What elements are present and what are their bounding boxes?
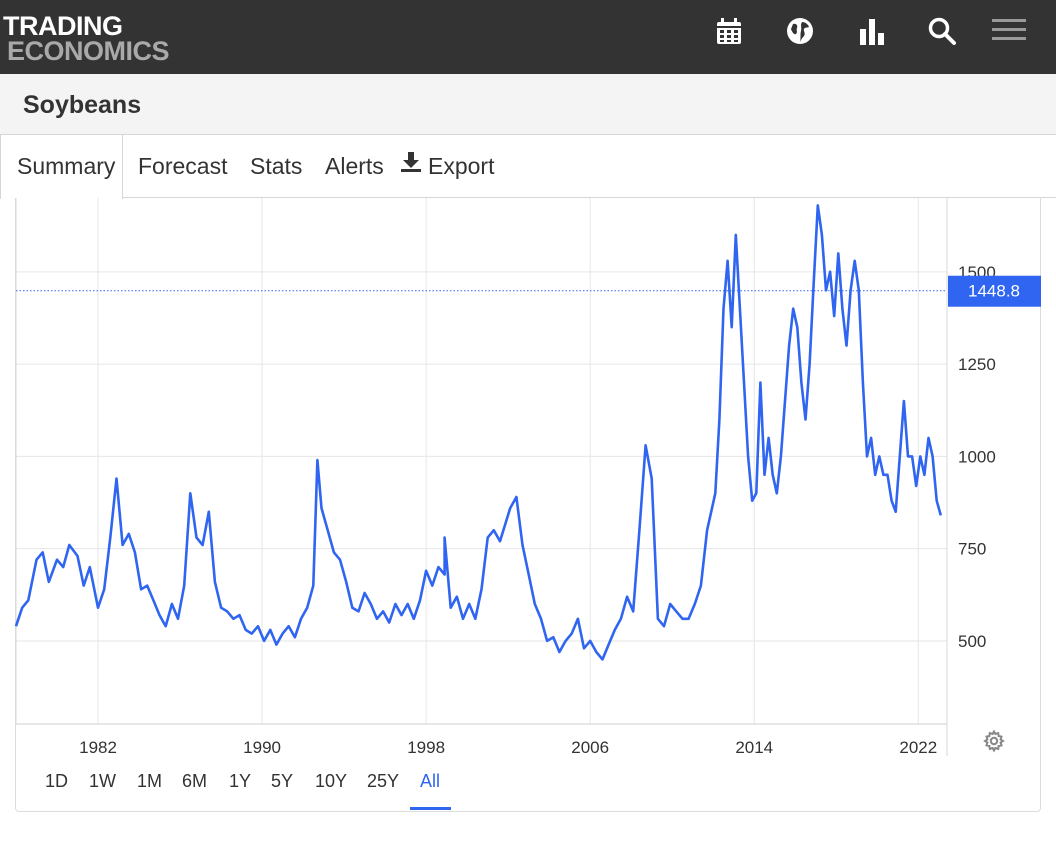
title-bar: Soybeans: [0, 74, 1056, 134]
settings-gear-icon[interactable]: [982, 729, 1006, 753]
search-icon[interactable]: [927, 16, 957, 46]
tab-stats[interactable]: Stats: [250, 153, 303, 179]
top-header: TRADING ECONOMICS: [0, 0, 1056, 74]
y-tick-label: 750: [958, 540, 986, 559]
tab-alerts[interactable]: Alerts: [325, 153, 384, 179]
x-tick-label: 1990: [243, 738, 281, 757]
page-title: Soybeans: [23, 91, 142, 119]
range-button-1m[interactable]: 1M: [137, 771, 163, 791]
bar-chart-icon[interactable]: [857, 16, 887, 46]
range-button-10y[interactable]: 10Y: [315, 771, 348, 791]
x-tick-label: 1998: [407, 738, 445, 757]
price-chart[interactable]: 1982 1990 1998 2006 2014 2022 500 750 1000 1250 1…: [0, 198, 1056, 768]
chart-grid: [15, 198, 948, 756]
calendar-icon[interactable]: [714, 16, 744, 46]
y-tick-label: 500: [958, 632, 986, 651]
download-icon: [400, 134, 422, 196]
range-button-1w[interactable]: 1W: [89, 771, 116, 791]
range-button-all[interactable]: All: [420, 771, 441, 791]
range-button-25y[interactable]: 25Y: [367, 771, 400, 791]
range-button-5y[interactable]: 5Y: [271, 771, 294, 791]
menu-icon[interactable]: [992, 16, 1026, 46]
tab-export[interactable]: Export: [400, 135, 494, 198]
y-tick-label: 1000: [958, 447, 996, 466]
trading-economics-logo[interactable]: TRADING ECONOMICS: [3, 11, 170, 66]
active-range-underline: [410, 807, 451, 810]
tab-forecast[interactable]: Forecast: [138, 153, 228, 179]
range-button-1y[interactable]: 1Y: [229, 771, 252, 791]
x-axis: 1982 1990 1998 2006 2014 2022: [79, 738, 937, 757]
last-value-label: 1448.8: [968, 282, 1020, 301]
x-tick-label: 2014: [735, 738, 773, 757]
range-button-6m[interactable]: 6M: [182, 771, 208, 791]
last-value-marker: 1448.8: [16, 275, 1041, 307]
x-tick-label: 2022: [899, 738, 937, 757]
tab-bar: Summary Forecast Stats Alerts Export: [0, 134, 1056, 199]
x-tick-label: 1982: [79, 738, 117, 757]
globe-icon[interactable]: [785, 16, 815, 46]
range-button-1d[interactable]: 1D: [45, 771, 69, 791]
last-value-badge: [948, 275, 1041, 307]
soybeans-price-line: [14, 204, 943, 661]
y-tick-label: 1250: [958, 355, 996, 374]
x-tick-label: 2006: [571, 738, 609, 757]
tab-summary[interactable]: Summary: [0, 135, 123, 199]
